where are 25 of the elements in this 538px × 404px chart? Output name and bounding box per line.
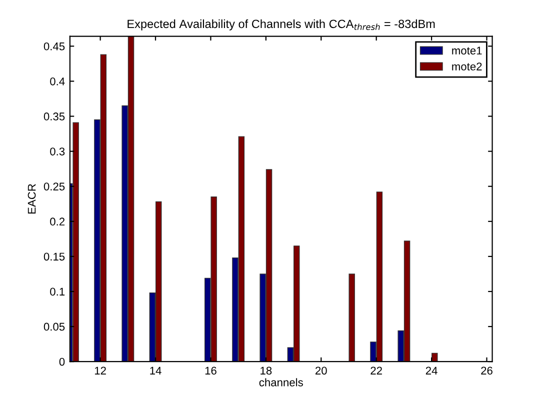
chart-title: Expected Availability of Channels with CCA$_{thresh}$ = -83dBm <box>128 19 435 30</box>
x-tick-label: 18 <box>260 366 272 375</box>
x-tick-label: 22 <box>370 366 382 374</box>
y-tick-label: 0.4 <box>50 77 65 86</box>
x-tick-label: 14 <box>150 366 162 374</box>
legend-label: mote1 <box>452 46 482 55</box>
y-tick-label: 0.1 <box>50 288 65 296</box>
bar <box>348 274 355 362</box>
y-tick-label: 0.25 <box>44 182 65 190</box>
x-tick-label: 12 <box>94 366 106 374</box>
y-tick-label: 0.35 <box>44 112 65 120</box>
x-tick-label: 16 <box>205 366 216 375</box>
bar <box>432 352 438 362</box>
y-tick-label: 0 <box>59 358 65 366</box>
x-tick-label: 20 <box>316 366 327 375</box>
y-tick-label: 0.3 <box>50 148 65 156</box>
x-axis-title: channels <box>259 378 303 386</box>
x-tick-label: 26 <box>481 366 492 375</box>
x-tick-label: 24 <box>426 366 438 374</box>
y-tick-label: 0.2 <box>50 218 65 226</box>
y-tick-label: 0.45 <box>44 42 65 50</box>
y-axis-title: EACR <box>28 184 36 214</box>
legend-label: mote2 <box>452 62 482 70</box>
y-tick-label: 0.15 <box>44 252 65 261</box>
y-tick-label: 0.05 <box>44 322 65 331</box>
